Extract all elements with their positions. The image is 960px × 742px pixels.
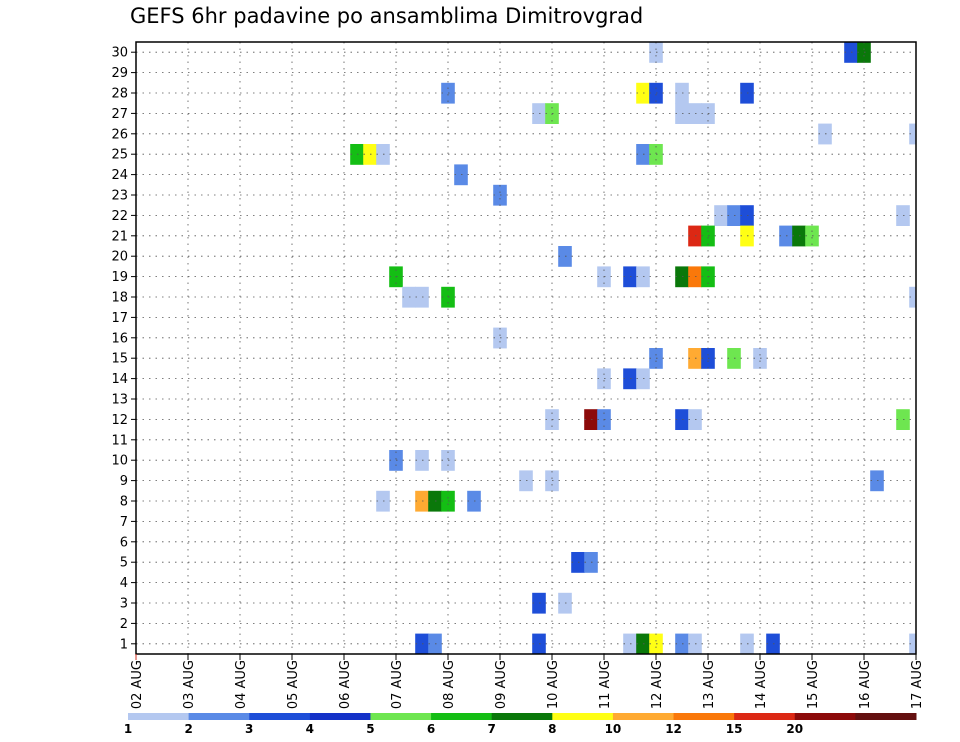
- y-tick-label: 10: [111, 454, 128, 469]
- y-tick-label: 25: [111, 148, 128, 163]
- y-tick-layer: 1234567891011121314151617181920212223242…: [111, 46, 136, 652]
- legend-label: 3: [245, 722, 253, 736]
- legend: 1 2 3 4 5 6 7 8 10 12 15 20: [124, 713, 917, 736]
- y-tick-label: 21: [111, 229, 128, 244]
- y-tick-label: 20: [111, 250, 128, 265]
- legend-swatch: [431, 713, 493, 720]
- legend-swatch: [188, 713, 250, 720]
- y-tick-label: 15: [111, 352, 128, 367]
- legend-swatch: [128, 713, 190, 720]
- legend-label: 4: [306, 722, 314, 736]
- y-tick-label: 8: [120, 495, 128, 510]
- x-tick-label: 04 AUG: [234, 660, 249, 709]
- legend-swatch: [855, 713, 917, 720]
- x-tick-label: 11 AUG: [598, 660, 613, 709]
- y-tick-label: 24: [111, 168, 128, 183]
- y-tick-label: 3: [120, 597, 128, 612]
- x-tick-label: 08 AUG: [442, 660, 457, 709]
- legend-label: 2: [184, 722, 192, 736]
- x-tick-label: 10 AUG: [546, 660, 561, 709]
- x-tick-label: 17 AUG: [910, 660, 925, 709]
- y-tick-label: 17: [111, 311, 128, 326]
- y-tick-label: 27: [111, 107, 128, 122]
- legend-swatch: [309, 713, 371, 720]
- legend-label: 10: [605, 722, 622, 736]
- legend-swatch: [673, 713, 735, 720]
- x-tick-label: 16 AUG: [858, 660, 873, 709]
- x-tick-label: 06 AUG: [338, 660, 353, 709]
- legend-swatch: [370, 713, 432, 720]
- y-tick-label: 5: [120, 556, 128, 571]
- y-tick-label: 23: [111, 189, 128, 204]
- precip-cell: [909, 633, 916, 655]
- y-tick-label: 12: [111, 413, 128, 428]
- legend-swatch: [249, 713, 311, 720]
- legend-label: 15: [726, 722, 743, 736]
- legend-label: 20: [786, 722, 803, 736]
- x-tick-label: 13 AUG: [702, 660, 717, 709]
- y-tick-label: 9: [120, 474, 128, 489]
- y-tick-label: 30: [111, 46, 128, 61]
- y-tick-label: 29: [111, 66, 128, 81]
- x-tick-label: 05 AUG: [286, 660, 301, 709]
- precip-cell: [909, 286, 916, 308]
- x-tick-label: 02 AUG: [130, 660, 145, 709]
- y-tick-label: 26: [111, 127, 128, 142]
- y-tick-label: 18: [111, 291, 128, 306]
- legend-swatch: [491, 713, 553, 720]
- legend-label: 6: [427, 722, 435, 736]
- y-tick-label: 11: [111, 433, 128, 448]
- y-tick-label: 16: [111, 331, 128, 346]
- y-tick-label: 19: [111, 270, 128, 285]
- legend-label: 7: [488, 722, 496, 736]
- x-tick-label: 09 AUG: [494, 660, 509, 709]
- legend-swatch: [552, 713, 614, 720]
- y-tick-label: 2: [120, 617, 128, 632]
- y-tick-label: 6: [120, 535, 128, 550]
- x-tick-label: 12 AUG: [650, 660, 665, 709]
- legend-label: 1: [124, 722, 132, 736]
- legend-swatch: [794, 713, 856, 720]
- chart-title: GEFS 6hr padavine po ansamblima Dimitrov…: [130, 4, 644, 28]
- legend-swatch: [734, 713, 796, 720]
- legend-label: 12: [665, 722, 682, 736]
- x-tick-layer: 02 AUG 03 AUG 04 AUG 05 AUG 06 AUG 07 AUG 08 A…: [130, 654, 925, 709]
- precip-cell: [909, 123, 916, 145]
- y-tick-label: 22: [111, 209, 128, 224]
- y-tick-label: 4: [120, 576, 128, 591]
- x-tick-label: 07 AUG: [390, 660, 405, 709]
- y-tick-label: 7: [120, 515, 128, 530]
- grid-layer: [135, 42, 917, 654]
- x-tick-label: 14 AUG: [754, 660, 769, 709]
- cells-layer: [350, 42, 916, 655]
- plot-frame: [135, 41, 917, 655]
- x-tick-label: 03 AUG: [182, 660, 197, 709]
- legend-swatch: [612, 713, 675, 720]
- y-tick-label: 28: [111, 87, 128, 102]
- y-tick-label: 1: [120, 637, 128, 652]
- legend-label: 8: [548, 722, 556, 736]
- y-tick-label: 13: [111, 393, 128, 408]
- y-tick-label: 14: [111, 372, 128, 387]
- legend-label: 5: [366, 722, 374, 736]
- x-tick-label: 15 AUG: [806, 660, 821, 709]
